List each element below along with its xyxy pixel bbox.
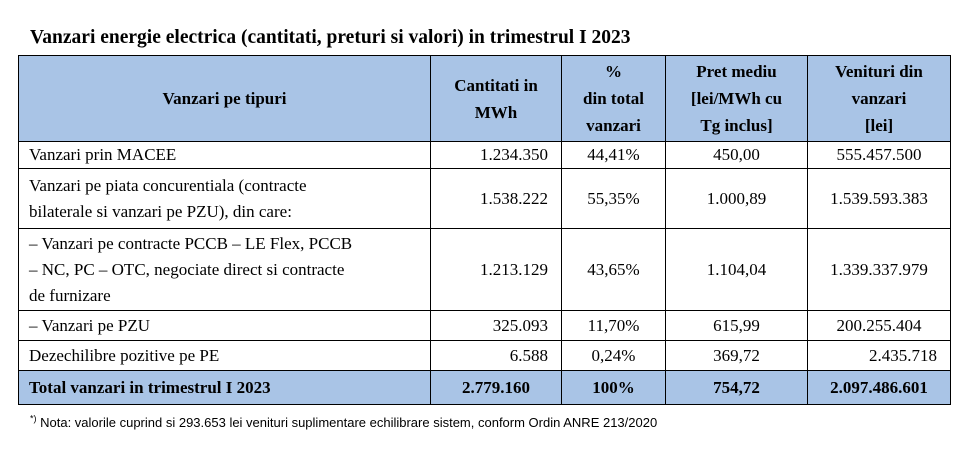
header-line: MWh: [474, 102, 518, 122]
header-line: vanzari: [851, 89, 907, 108]
row-label-line: Vanzari pe piata concurentiala (contract…: [29, 175, 307, 195]
table-row: Dezechilibre pozitive pe PE 6.588 0,24% …: [18, 340, 951, 371]
header-line: %: [605, 62, 622, 81]
row-label: Dezechilibre pozitive pe PE: [18, 340, 431, 371]
header-line: vanzari: [586, 116, 641, 135]
cell-price: 615,99: [665, 310, 808, 341]
header-line: Pret mediu: [696, 62, 777, 81]
cell-price: 369,72: [665, 340, 808, 371]
cell-percent: 43,65%: [561, 228, 666, 311]
cell-percent: 11,70%: [561, 310, 666, 341]
row-label-line: de furnizare: [29, 285, 111, 305]
table-row: – Vanzari pe contracte PCCB – LE Flex, P…: [18, 228, 951, 311]
cell-quantity: 1.538.222: [430, 168, 562, 229]
cell-revenue: 200.255.404: [807, 310, 951, 341]
cell-quantity: 325.093: [430, 310, 562, 341]
total-quantity: 2.779.160: [430, 370, 562, 405]
cell-quantity: 1.234.350: [430, 141, 562, 169]
header-price: Pret mediu [lei/MWh cu Tg inclus]: [665, 55, 808, 142]
table-row: Vanzari pe piata concurentiala (contract…: [18, 168, 951, 229]
row-label: Vanzari pe piata concurentiala (contract…: [18, 168, 431, 229]
header-sales-type: Vanzari pe tipuri: [18, 55, 431, 142]
cell-revenue: 1.339.337.979: [807, 228, 951, 311]
header-revenue: Venituri din vanzari [lei]: [807, 55, 951, 142]
cell-revenue: 2.435.718: [807, 340, 951, 371]
row-label-line: – Vanzari pe contracte PCCB – LE Flex, P…: [29, 233, 353, 253]
header-percent: % din total vanzari: [561, 55, 666, 142]
page-title: Vanzari energie electrica (cantitati, pr…: [30, 27, 631, 48]
row-label: Vanzari prin MACEE: [18, 141, 431, 169]
header-line: [lei]: [864, 116, 894, 135]
cell-percent: 0,24%: [561, 340, 666, 371]
header-line: [lei/MWh cu: [690, 89, 783, 108]
row-label: – Vanzari pe PZU: [18, 310, 431, 341]
cell-quantity: 6.588: [430, 340, 562, 371]
cell-revenue: 1.539.593.383: [807, 168, 951, 229]
header-line: Vanzari pe tipuri: [162, 89, 287, 108]
footnote-text: Nota: valorile cuprind si 293.653 lei ve…: [36, 415, 658, 430]
row-label-line: – Vanzari pe PZU: [29, 315, 151, 335]
footnote: *) Nota: valorile cuprind si 293.653 lei…: [30, 413, 658, 430]
row-label-line: Vanzari prin MACEE: [29, 145, 177, 164]
total-percent: 100%: [561, 370, 666, 405]
header-row: Vanzari pe tipuri Cantitati in MWh % din t…: [18, 55, 951, 142]
total-row: Total vanzari in trimestrul I 2023 2.779…: [18, 370, 951, 405]
header-line: din total: [583, 89, 644, 108]
header-line: Venituri din: [835, 62, 923, 81]
cell-quantity: 1.213.129: [430, 228, 562, 311]
cell-price: 450,00: [665, 141, 808, 169]
cell-percent: 55,35%: [561, 168, 666, 229]
row-label-line: – NC, PC – OTC, negociate direct si cont…: [29, 259, 345, 279]
total-revenue: 2.097.486.601: [807, 370, 951, 405]
header-line: Cantitati in: [454, 75, 538, 95]
row-label: – Vanzari pe contracte PCCB – LE Flex, P…: [18, 228, 431, 311]
table-row: – Vanzari pe PZU 325.093 11,70% 615,99 2…: [18, 310, 951, 341]
cell-price: 1.000,89: [665, 168, 808, 229]
header-line: Tg inclus]: [700, 116, 773, 135]
footnote-marker: *): [30, 413, 37, 424]
header-quantity: Cantitati in MWh: [430, 55, 562, 142]
row-label-line: Dezechilibre pozitive pe PE: [29, 345, 220, 365]
cell-percent: 44,41%: [561, 141, 666, 169]
total-price: 754,72: [665, 370, 808, 405]
cell-price: 1.104,04: [665, 228, 808, 311]
row-label-line: bilaterale si vanzari pe PZU), din care:: [29, 201, 292, 221]
cell-revenue: 555.457.500: [807, 141, 951, 169]
total-label: Total vanzari in trimestrul I 2023: [18, 370, 431, 405]
sales-table: Vanzari pe tipuri Cantitati in MWh % din t…: [18, 55, 951, 405]
table-row: Vanzari prin MACEE 1.234.350 44,41% 450,…: [18, 141, 951, 169]
